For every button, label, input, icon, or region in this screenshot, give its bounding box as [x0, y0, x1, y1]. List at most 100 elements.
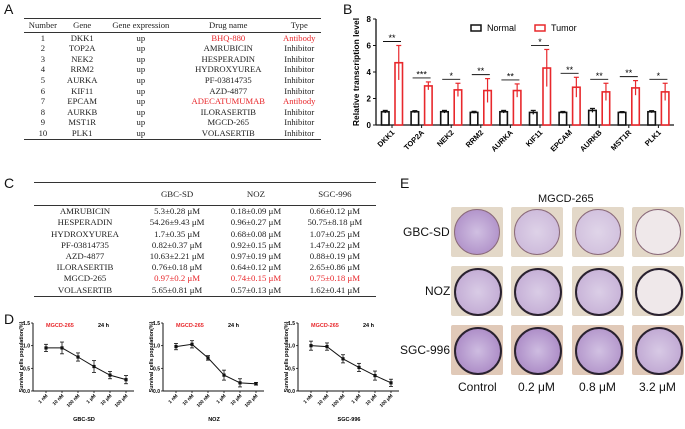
- significance-mark: *: [449, 71, 453, 81]
- significance-mark: **: [566, 65, 574, 75]
- y-axis-label: Relative transcription level: [351, 18, 361, 126]
- x-tick-label: NEK2: [435, 128, 456, 149]
- bar-normal: [587, 109, 597, 126]
- cell-number: 3: [40, 53, 45, 64]
- table-header-row: Number Gene Gene expression Drug name Type: [24, 18, 321, 33]
- x-tick-label: 10 nM: [52, 393, 66, 407]
- cell-sgc996: 1.62±0.41 μM: [293, 284, 376, 297]
- cell-drug: AMRUBICIN: [203, 43, 253, 54]
- chart-title: MGCD-265: [311, 323, 339, 329]
- cell-sgc996: 1.07±0.25 μM: [309, 228, 361, 239]
- x-tick-label: 10 nM: [317, 393, 331, 407]
- column-label: Control: [458, 380, 497, 394]
- cell-expression: up: [136, 43, 146, 54]
- plate-well: [514, 327, 562, 375]
- colony-plate: [632, 207, 684, 257]
- plate-well: [454, 268, 502, 316]
- significance-mark: ***: [416, 69, 427, 79]
- colony-plate: [572, 207, 624, 257]
- legend-label-normal: Normal: [487, 23, 516, 33]
- data-point: [92, 364, 96, 369]
- column-header: GBC-SD: [135, 181, 219, 207]
- y-tick-label: 0: [367, 121, 372, 130]
- y-tick-label: 1.5: [153, 321, 160, 327]
- cell-gene: AURKA: [66, 74, 98, 85]
- y-tick-label: 0.0: [23, 389, 30, 395]
- panel-label-b: B: [343, 1, 353, 17]
- cell-drug: AZD-4877: [65, 251, 105, 262]
- cell-sgc996: 0.66±0.12 μM: [309, 206, 361, 217]
- y-axis-label: Survival cells population(%): [284, 321, 290, 392]
- x-tick-label: AURKB: [578, 128, 604, 154]
- cell-gbcsd: 0.76±0.18 μM: [151, 262, 203, 273]
- cell-expression: up: [136, 53, 146, 64]
- table-row: HESPERADIN 54.26±9.43 μM 0.96±0.27 μM 50.75…: [34, 217, 376, 228]
- cell-type: Inhibitor: [284, 106, 315, 117]
- x-axis-label: SGC-996: [338, 417, 361, 423]
- table-row: 3 NEK2 up HESPERADIN Inhibitor: [24, 54, 321, 65]
- legend-label-tumor: Tumor: [551, 23, 577, 33]
- table-row: 6 KIF11 up AZD-4877 Inhibitor: [24, 86, 321, 97]
- x-tick-label: 1 μM: [215, 393, 227, 405]
- colony-plate: [451, 266, 503, 316]
- colony-plate: [632, 325, 684, 375]
- table-row: 10 PLK1 up VOLASERTIB Inhibitor: [24, 127, 321, 140]
- y-tick-label: 2: [367, 95, 372, 104]
- significance-mark: **: [625, 68, 633, 78]
- cell-gbcsd: 1.7±0.35 μM: [154, 228, 201, 239]
- data-point: [222, 373, 226, 377]
- cell-type: Inhibitor: [284, 53, 315, 64]
- cell-drug: ILORASERTIB: [200, 106, 256, 117]
- gene-drug-table: Number Gene Gene expression Drug name Type 1…: [24, 18, 321, 140]
- data-point: [309, 344, 313, 348]
- x-tick-label: PLK1: [643, 128, 663, 148]
- data-point: [325, 344, 329, 349]
- colony-plate: [451, 207, 503, 257]
- cell-gene: TOP2A: [68, 43, 96, 54]
- cell-number: 2: [40, 43, 45, 54]
- x-tick-label: TOP2A: [402, 128, 426, 152]
- plate-well: [635, 327, 683, 375]
- series-line: [310, 345, 392, 384]
- cell-number: 8: [40, 106, 45, 117]
- column-header: Number: [24, 18, 62, 33]
- column-header: NOZ: [218, 181, 294, 207]
- cell-expression: up: [136, 64, 146, 75]
- cell-noz: 0.68±0.08 μM: [230, 228, 282, 239]
- x-tick-label: 10 nM: [182, 393, 196, 407]
- x-tick-label: 10 μM: [230, 393, 244, 407]
- cell-type: Antibody: [283, 96, 316, 107]
- data-point: [254, 382, 258, 386]
- bar-normal: [499, 110, 509, 126]
- x-tick-label: MST1R: [609, 128, 634, 153]
- cell-gene: KIF11: [71, 85, 94, 96]
- cell-expression: up: [136, 74, 146, 85]
- plate-well: [575, 327, 623, 375]
- transcription-bar-chart: 0 2 4 6 8 Relative transcription level Normal T…: [351, 15, 674, 154]
- data-point: [190, 342, 194, 346]
- cell-type: Antibody: [283, 32, 316, 43]
- bar-tumor: [423, 85, 433, 126]
- row-label: GBC-SD: [403, 225, 450, 239]
- row-label: SGC-996: [400, 343, 451, 357]
- y-tick-label: 1.0: [23, 344, 30, 350]
- significance-mark: *: [538, 37, 542, 47]
- cell-drug: MGCD-265: [207, 117, 250, 128]
- data-point: [238, 381, 242, 385]
- x-tick-label: 100 nM: [196, 393, 212, 409]
- x-tick-label: 100 μM: [114, 393, 130, 409]
- cell-number: 6: [40, 85, 45, 96]
- cell-expression: up: [136, 117, 146, 128]
- table-row: 1 DKK1 up BHQ-880 Antibody: [24, 32, 321, 43]
- cell-noz: 0.74±0.15 μM: [230, 273, 282, 284]
- cell-number: 4: [40, 64, 45, 75]
- data-point: [341, 357, 345, 361]
- y-tick-label: 0.0: [153, 389, 160, 395]
- column-header: Drug name: [179, 18, 278, 33]
- plate-well: [575, 209, 621, 255]
- colony-assay-title: MGCD-265: [538, 193, 594, 205]
- plate-well: [454, 209, 500, 255]
- cell-drug: PF-03814735: [61, 239, 109, 250]
- cell-drug: VOLASERTIB: [34, 284, 136, 297]
